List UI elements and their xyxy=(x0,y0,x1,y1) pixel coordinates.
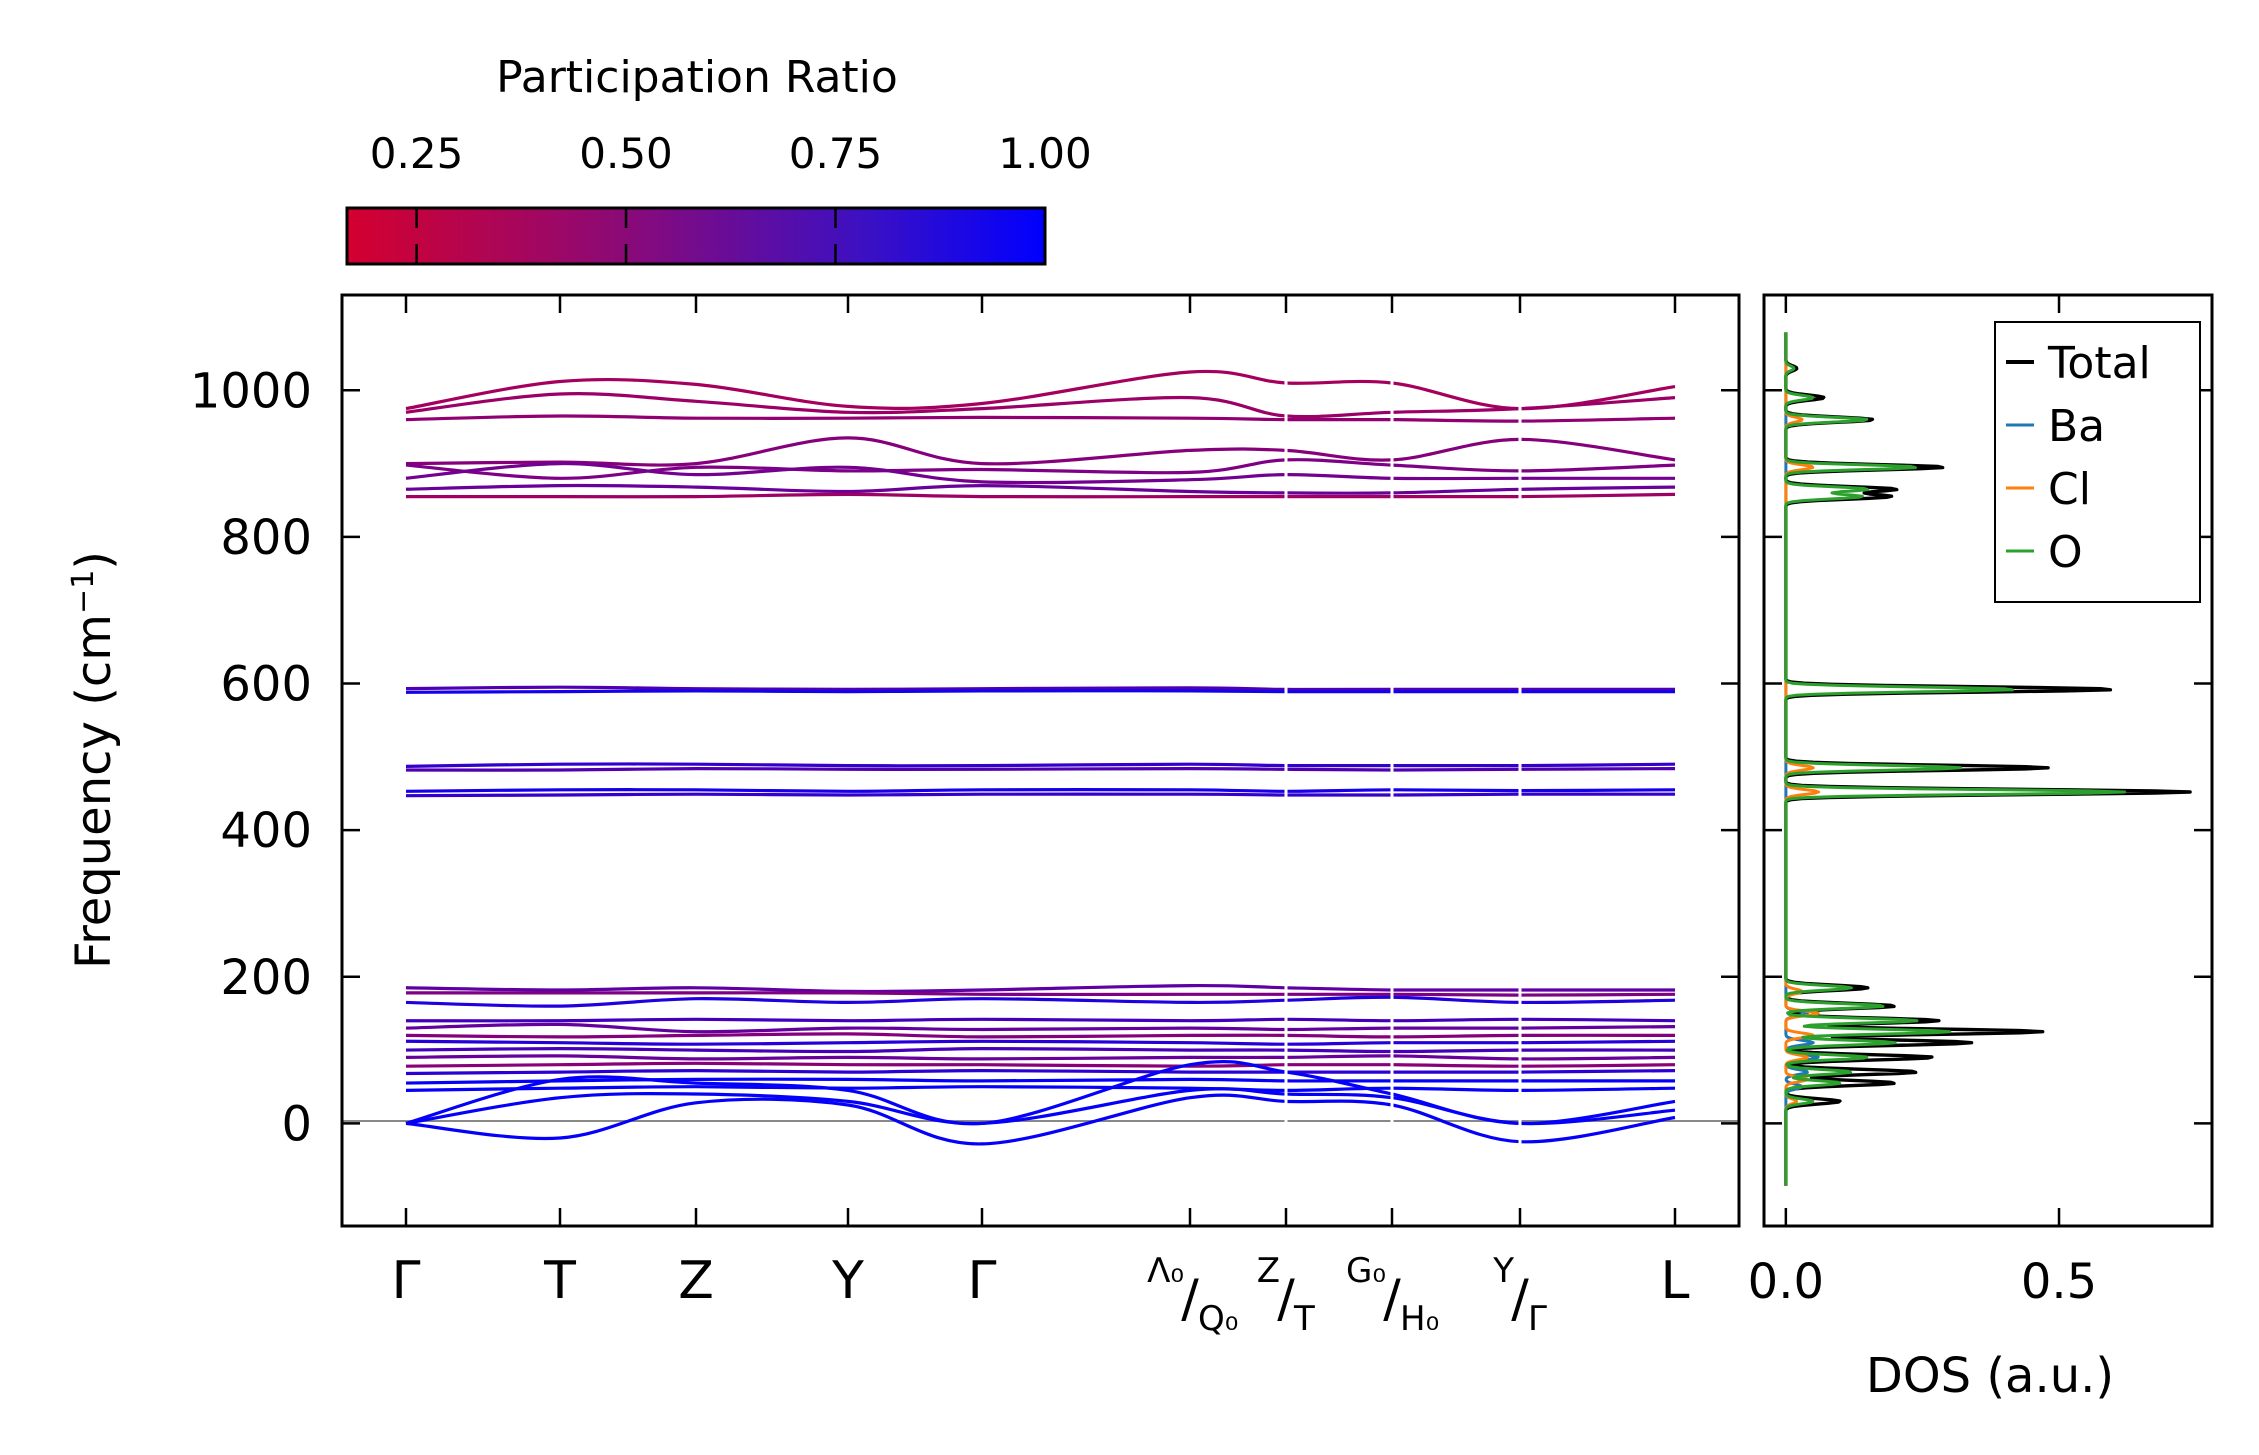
high-symmetry-label: Γ xyxy=(392,1251,421,1311)
colorbar-ticks: 0.25 0.50 0.75 1.00 xyxy=(370,129,1092,264)
high-symmetry-label: T xyxy=(543,1251,576,1311)
phonon-band xyxy=(405,685,1675,692)
path-break-gap xyxy=(1390,297,1394,1224)
dos-x-tick-label: 0.5 xyxy=(2021,1254,2097,1310)
y-tick-label: 1000 xyxy=(190,363,312,419)
phonon-band xyxy=(405,762,1676,768)
phonon-band xyxy=(405,458,1676,480)
colorbar-title: Participation Ratio xyxy=(496,52,898,103)
phonon-bands xyxy=(405,369,1676,1146)
symmetry-label-lower: H₀ xyxy=(1400,1299,1439,1339)
phonon-band xyxy=(405,1032,1676,1039)
split-symmetry-label: Λ₀/Q₀ xyxy=(1147,1251,1238,1339)
phonon-band xyxy=(405,1054,1676,1061)
phonon-band xyxy=(405,766,1676,772)
phonon-band xyxy=(405,995,1676,1008)
colorbar-tick-label: 0.25 xyxy=(370,129,464,178)
high-symmetry-label: Γ xyxy=(968,1251,997,1311)
phonon-band xyxy=(405,1093,1676,1146)
phonon-band xyxy=(405,991,1676,997)
dos-axes-frame xyxy=(1762,293,2214,1228)
colorbar: Participation Ratio 0.25 0.50 0.75 1.00 xyxy=(345,52,1092,266)
y-axis-ticks: 0 200 400 600 800 1000 xyxy=(190,363,1739,1152)
path-break-gap xyxy=(1284,297,1288,1224)
symmetry-label-upper: Z xyxy=(1257,1251,1280,1291)
symmetry-label-slash: / xyxy=(1181,1269,1199,1329)
phonon-band xyxy=(405,1017,1676,1023)
path-breaks xyxy=(1284,297,1522,1224)
phonon-band xyxy=(405,1069,1676,1076)
symmetry-label-slash: / xyxy=(1511,1269,1529,1329)
legend-frame xyxy=(1994,321,2201,603)
phonon-band xyxy=(405,483,1676,495)
phonon-band xyxy=(405,1046,1676,1054)
symmetry-label-lower: Γ xyxy=(1528,1299,1547,1339)
symmetry-label-upper: Y xyxy=(1492,1251,1514,1291)
high-symmetry-label: L xyxy=(1661,1251,1690,1311)
phonon-band xyxy=(405,1077,1675,1085)
y-tick-label: 600 xyxy=(220,657,312,713)
phonon-band xyxy=(405,983,1675,994)
split-symmetry-label: Y/Γ xyxy=(1492,1251,1547,1339)
phonon-band xyxy=(405,788,1676,793)
phonon-band xyxy=(405,1087,1676,1126)
symmetry-label-upper: G₀ xyxy=(1346,1251,1386,1291)
x-axis-ticks: Γ T Z Y Γ Λ₀/Q₀Z/TG₀/H₀Y/ΓL xyxy=(392,295,1690,1339)
y-tick-label: 400 xyxy=(220,803,312,859)
legend-label-total: Total xyxy=(2047,338,2151,389)
dos-axis-ticks: 0.0 0.5 xyxy=(1748,295,2212,1310)
phonon-band xyxy=(405,392,1676,419)
legend-items: Total Ba Cl O xyxy=(2006,338,2151,578)
dos-curves xyxy=(1784,331,2192,1187)
legend-label-cl: Cl xyxy=(2048,464,2091,515)
phonon-band xyxy=(405,689,1675,694)
path-break-gap xyxy=(1518,297,1522,1224)
band-axes-frame xyxy=(340,293,1741,1228)
phonon-band xyxy=(405,369,1676,411)
split-symmetry-label: Z/T xyxy=(1257,1251,1315,1339)
phonon-band xyxy=(405,1085,1676,1092)
dos-panel: 0.0 0.5 DOS (a.u.) Total Ba Cl O xyxy=(1748,293,2214,1404)
dos-legend: Total Ba Cl O xyxy=(1994,321,2201,603)
phonon-band xyxy=(405,792,1676,798)
symmetry-label-slash: / xyxy=(1383,1269,1401,1329)
y-tick-label: 800 xyxy=(220,510,312,566)
colorbar-tick-label: 0.75 xyxy=(789,129,883,178)
colorbar-tick-label: 1.00 xyxy=(998,129,1092,178)
symmetry-label-lower: T xyxy=(1293,1299,1315,1339)
dos-x-axis-label: DOS (a.u.) xyxy=(1866,1348,2114,1404)
high-symmetry-label: Y xyxy=(831,1251,864,1311)
phonon-band xyxy=(405,436,1676,467)
phonon-band xyxy=(405,414,1676,423)
split-symmetry-label: G₀/H₀ xyxy=(1346,1251,1439,1339)
phonon-band xyxy=(405,1039,1676,1046)
y-axis-label: Frequency (cm−1) xyxy=(66,551,123,969)
legend-label-ba: Ba xyxy=(2048,401,2105,452)
y-tick-label: 0 xyxy=(281,1096,312,1152)
colorbar-gradient xyxy=(345,206,1047,266)
phonon-band xyxy=(405,492,1676,499)
symmetry-label-lower: Q₀ xyxy=(1198,1299,1238,1339)
dos-curve-o xyxy=(1784,332,2127,1187)
phonon-band xyxy=(405,1061,1676,1068)
phonon-band xyxy=(405,1022,1676,1034)
high-symmetry-label: Z xyxy=(678,1251,714,1311)
colorbar-tick-label: 0.50 xyxy=(579,129,673,178)
dos-x-tick-label: 0.0 xyxy=(1748,1254,1824,1310)
legend-label-o: O xyxy=(2048,527,2083,578)
symmetry-label-slash: / xyxy=(1277,1269,1295,1329)
symmetry-label-upper: Λ₀ xyxy=(1147,1251,1184,1291)
y-tick-label: 200 xyxy=(220,950,312,1006)
phonon-band xyxy=(405,461,1675,485)
